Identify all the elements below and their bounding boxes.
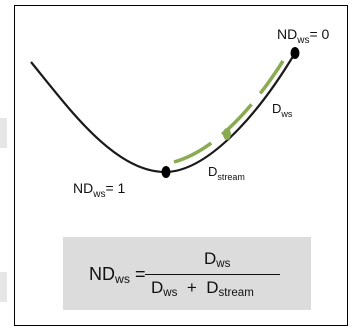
top-right-label: NDws= 0	[277, 26, 330, 46]
valley-curve	[30, 52, 296, 174]
formula-denominator: Dws + Dstream	[151, 278, 254, 299]
midpoint-dot	[223, 128, 231, 140]
left-edge-tick-lower	[0, 272, 7, 302]
formula-box: NDws = Dws Dws + Dstream	[63, 237, 311, 310]
formula-lhs: NDws =	[89, 264, 146, 287]
bottom-left-label: NDws= 1	[73, 180, 126, 200]
d-ws-label: Dws	[272, 101, 293, 119]
top-endpoint-dot	[290, 47, 300, 59]
formula-numerator: Dws	[204, 249, 231, 270]
stream-distance-dashes	[173, 60, 285, 164]
d-stream-label: Dstream	[208, 164, 245, 182]
bottom-endpoint-dot	[161, 166, 171, 178]
left-edge-tick-upper	[0, 118, 7, 148]
fraction-bar	[145, 274, 280, 275]
